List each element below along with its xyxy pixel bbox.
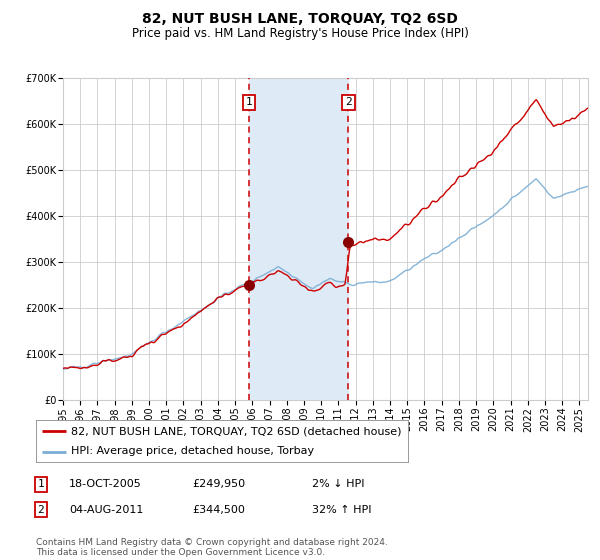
Text: £249,950: £249,950 (192, 479, 245, 489)
Text: 04-AUG-2011: 04-AUG-2011 (69, 505, 143, 515)
Text: 82, NUT BUSH LANE, TORQUAY, TQ2 6SD (detached house): 82, NUT BUSH LANE, TORQUAY, TQ2 6SD (det… (71, 426, 402, 436)
Text: 32% ↑ HPI: 32% ↑ HPI (312, 505, 371, 515)
Text: HPI: Average price, detached house, Torbay: HPI: Average price, detached house, Torb… (71, 446, 314, 456)
Text: 2% ↓ HPI: 2% ↓ HPI (312, 479, 365, 489)
Text: Price paid vs. HM Land Registry's House Price Index (HPI): Price paid vs. HM Land Registry's House … (131, 27, 469, 40)
Text: 1: 1 (37, 479, 44, 489)
Text: Contains HM Land Registry data © Crown copyright and database right 2024.
This d: Contains HM Land Registry data © Crown c… (36, 538, 388, 557)
Text: 18-OCT-2005: 18-OCT-2005 (69, 479, 142, 489)
Bar (249, 78, 349, 400)
Text: 2: 2 (37, 505, 44, 515)
Text: 1: 1 (245, 97, 252, 108)
Text: 2: 2 (345, 97, 352, 108)
Text: 82, NUT BUSH LANE, TORQUAY, TQ2 6SD: 82, NUT BUSH LANE, TORQUAY, TQ2 6SD (142, 12, 458, 26)
Text: £344,500: £344,500 (192, 505, 245, 515)
